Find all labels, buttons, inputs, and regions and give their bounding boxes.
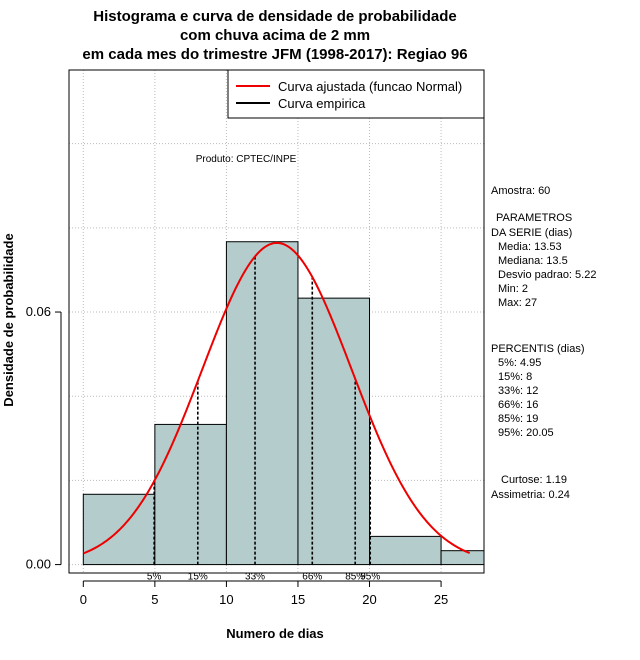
x-tick-label: 0 — [80, 592, 87, 607]
params-subheader: DA SERIE (dias) — [491, 227, 572, 239]
histogram-bars — [82, 241, 485, 566]
percentile-lines: 5% 15% 33% 66% 85%95% — [147, 256, 380, 583]
percentis-header: PERCENTIS (dias) — [491, 343, 585, 355]
param-desvio: Desvio padrao: 5.22 — [498, 269, 596, 281]
histogram-bar — [225, 241, 299, 566]
chart-title-line-3: em cada mes do trimestre JFM (1998-2017)… — [82, 46, 467, 63]
x-axis: 0 5 10 15 20 25 — [80, 580, 448, 607]
sample-size: Amostra: 60 — [491, 185, 550, 197]
params-header: PARAMETROS — [496, 212, 572, 224]
legend-label-empirical: Curva empirica — [278, 96, 366, 111]
density-curves — [82, 241, 471, 555]
curtose-value: Curtose: 1.19 — [501, 474, 567, 486]
x-tick-label: 15 — [291, 592, 305, 607]
y-tick-label: 0.00 — [26, 557, 51, 572]
percentil-85: 85%: 19 — [498, 413, 538, 425]
histogram-bar — [297, 297, 371, 566]
normal-fit-curve — [82, 241, 471, 555]
percentil-66: 66%: 16 — [498, 399, 538, 411]
y-axis: 0.00 0.06 — [26, 304, 62, 572]
histogram-bar — [154, 423, 227, 566]
x-tick-label: 5 — [151, 592, 158, 607]
legend: Curva ajustada (funcao Normal) Curva emp… — [227, 69, 485, 119]
chart-title-line-1: Histograma e curva de densidade de proba… — [93, 8, 456, 25]
percentile-label: 95% — [360, 572, 380, 583]
x-tick-label: 10 — [219, 592, 233, 607]
percentile-label: 33% — [245, 572, 265, 583]
y-axis-label: Densidade de probabilidade — [1, 233, 16, 406]
legend-label-normal: Curva ajustada (funcao Normal) — [278, 79, 462, 94]
side-panel: Amostra: 60 PARAMETROS DA SERIE (dias) M… — [491, 185, 596, 501]
param-min: Min: 2 — [498, 283, 528, 295]
percentile-label: 5% — [147, 572, 162, 583]
histogram-bar — [440, 550, 485, 566]
histogram-bar — [369, 535, 442, 566]
percentil-15: 15%: 8 — [498, 371, 532, 383]
y-tick-label: 0.06 — [26, 304, 51, 319]
histogram-bar — [82, 493, 156, 566]
assimetria-value: Assimetria: 0.24 — [491, 489, 570, 501]
chart-title-line-2: com chuva acima de 2 mm — [180, 27, 370, 44]
x-axis-label: Numero de dias — [226, 626, 324, 641]
percentil-95: 95%: 20.05 — [498, 427, 554, 439]
percentil-33: 33%: 12 — [498, 385, 538, 397]
percentile-label: 15% — [188, 572, 208, 583]
param-max: Max: 27 — [498, 297, 537, 309]
percentile-label: 66% — [302, 572, 322, 583]
param-media: Media: 13.53 — [498, 241, 562, 253]
percentil-5: 5%: 4.95 — [498, 357, 541, 369]
credit-text: Produto: CPTEC/INPE — [196, 154, 297, 165]
percentile-label: 85% — [345, 572, 365, 583]
x-tick-label: 20 — [362, 592, 376, 607]
x-tick-label: 25 — [434, 592, 448, 607]
param-mediana: Mediana: 13.5 — [498, 255, 568, 267]
legend-box — [227, 69, 485, 119]
